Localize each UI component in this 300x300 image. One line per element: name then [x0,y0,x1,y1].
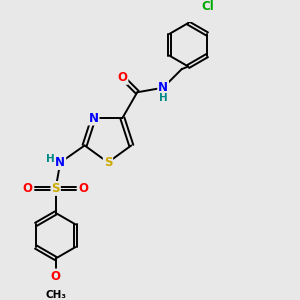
Text: N: N [158,81,168,94]
Text: H: H [159,92,167,103]
Text: Cl: Cl [201,0,214,13]
Text: H: H [46,154,55,164]
Text: O: O [79,182,89,195]
Text: S: S [51,182,60,195]
Text: O: O [51,269,61,283]
Text: CH₃: CH₃ [45,290,66,300]
Text: N: N [88,112,98,124]
Text: O: O [117,71,128,84]
Text: O: O [22,182,33,195]
Text: S: S [104,156,112,169]
Text: N: N [55,156,65,169]
